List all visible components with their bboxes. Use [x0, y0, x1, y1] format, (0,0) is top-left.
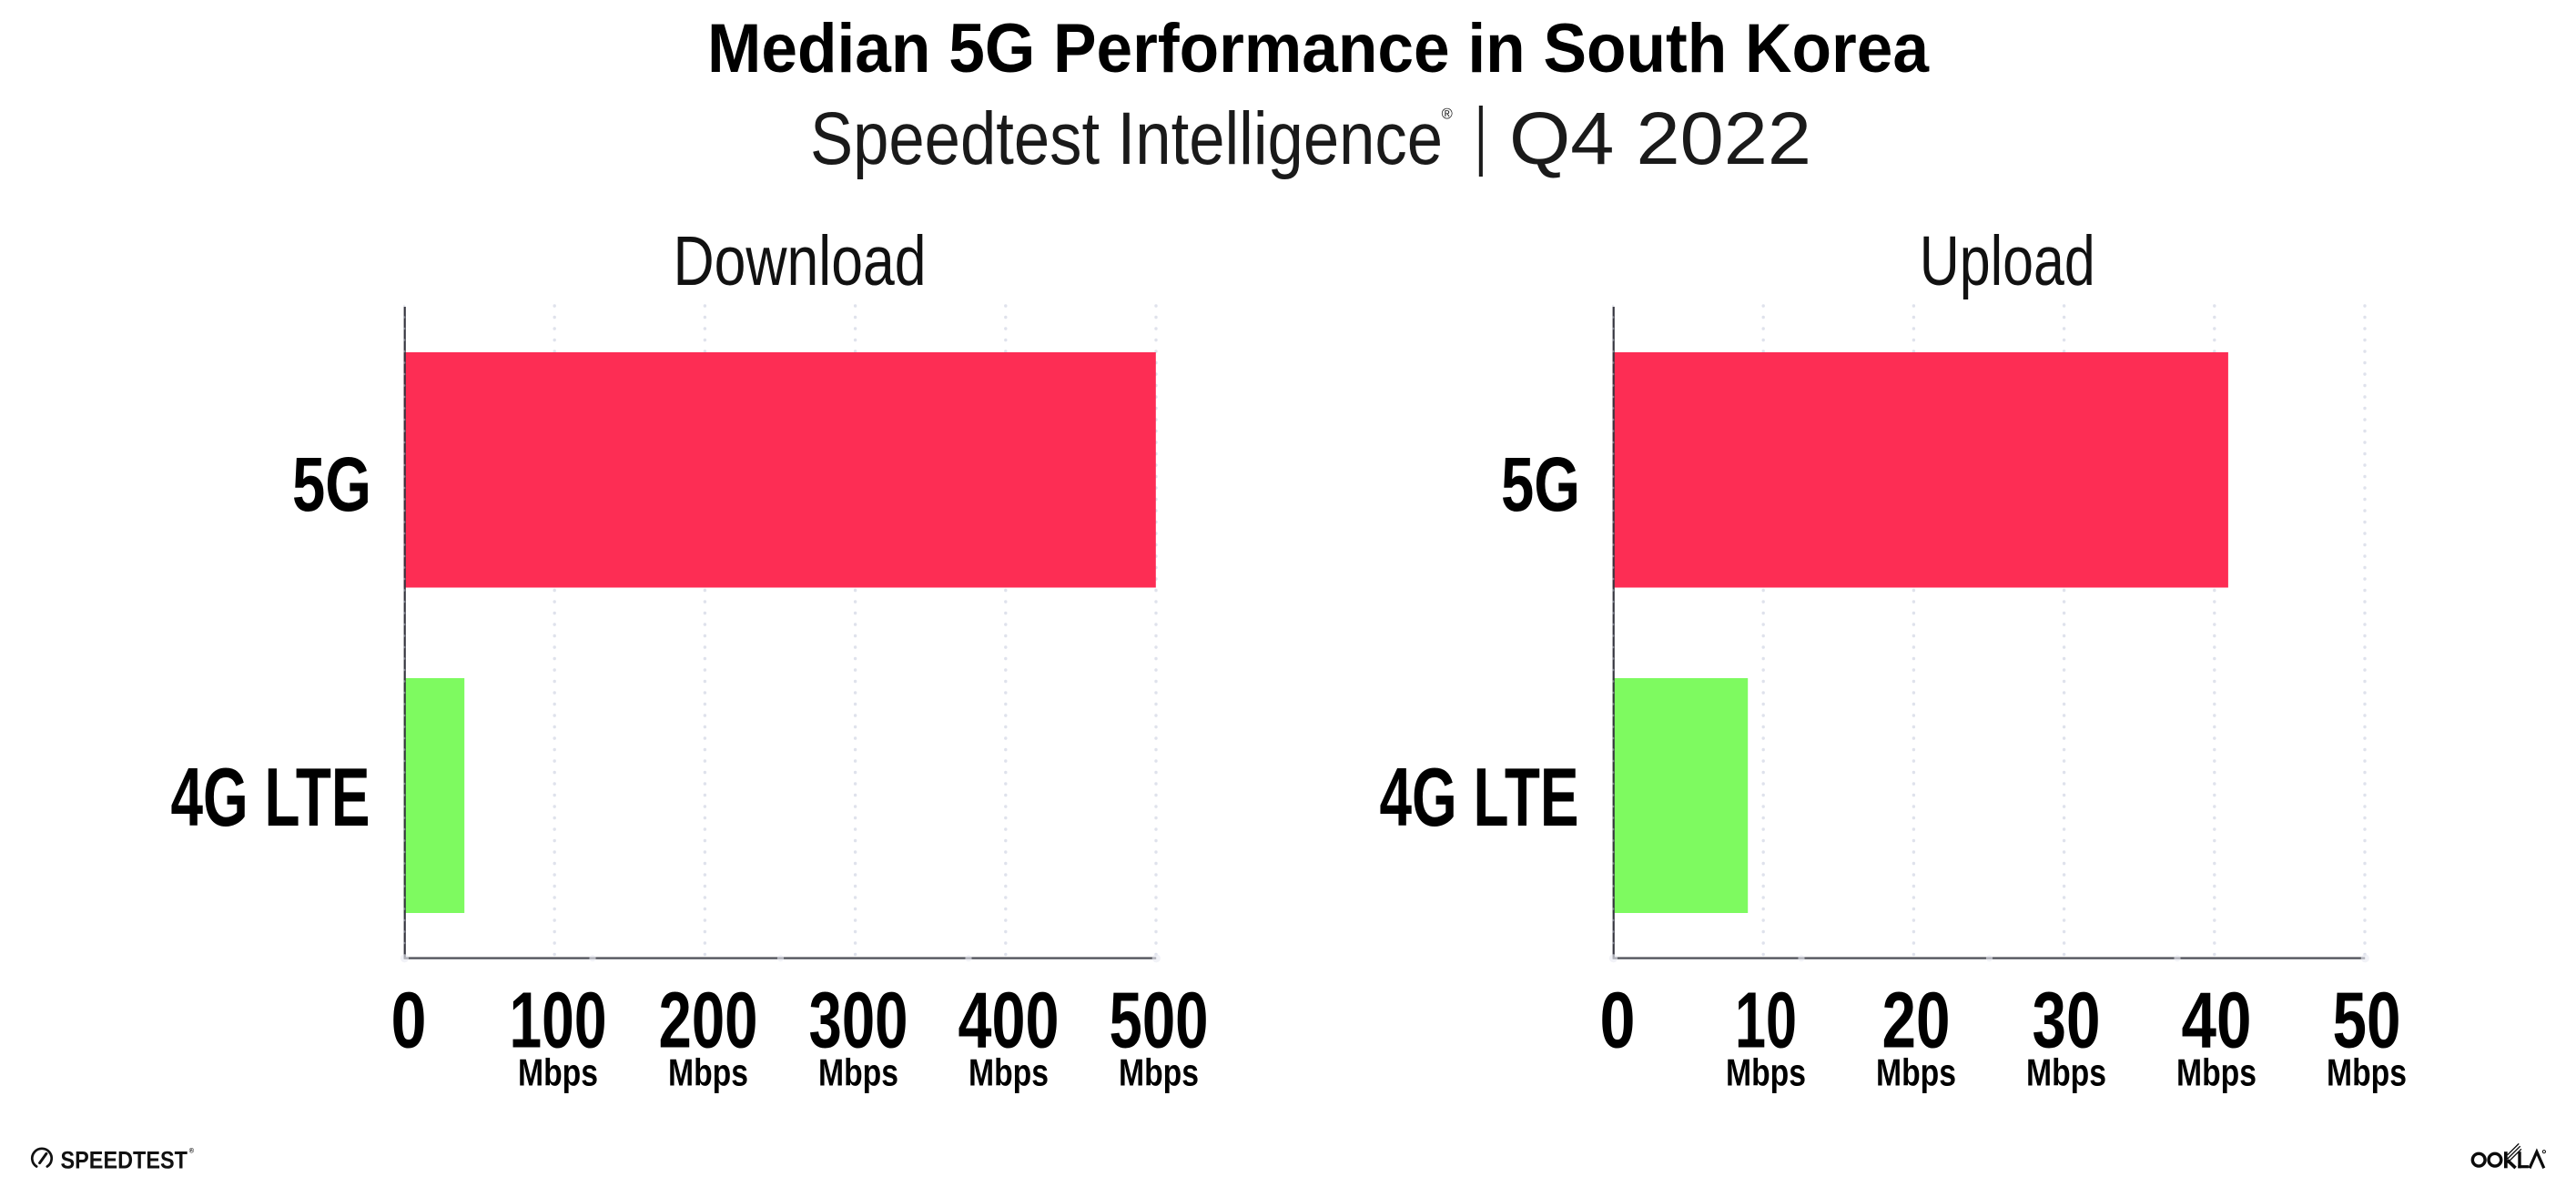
svg-text:300: 300: [809, 976, 908, 1065]
svg-text:Mbps: Mbps: [1726, 1051, 1806, 1094]
svg-text:Q4 2022: Q4 2022: [1509, 97, 1811, 180]
svg-text:40: 40: [2182, 976, 2252, 1065]
svg-text:0: 0: [391, 976, 427, 1065]
svg-text:Mbps: Mbps: [1876, 1051, 1956, 1094]
svg-text:30: 30: [2033, 976, 2101, 1065]
svg-text:20: 20: [1882, 976, 1951, 1065]
svg-text:®: ®: [1442, 106, 1453, 122]
svg-text:5G: 5G: [292, 441, 371, 527]
svg-text:Median 5G Performance in South: Median 5G Performance in South Korea: [707, 10, 1930, 87]
svg-text:Mbps: Mbps: [2327, 1051, 2407, 1094]
svg-text:400: 400: [958, 976, 1060, 1065]
svg-text:100: 100: [510, 976, 607, 1065]
svg-text:Upload: Upload: [1920, 222, 2095, 300]
svg-text:50: 50: [2333, 976, 2401, 1065]
svg-text:Mbps: Mbps: [2176, 1051, 2257, 1094]
svg-text:Mbps: Mbps: [2026, 1051, 2106, 1094]
svg-text:200: 200: [659, 976, 758, 1065]
svg-text:Mbps: Mbps: [818, 1051, 898, 1094]
svg-text:Mbps: Mbps: [518, 1051, 598, 1094]
svg-text:Mbps: Mbps: [668, 1051, 748, 1094]
svg-text:Mbps: Mbps: [1119, 1051, 1199, 1094]
svg-text:SPEEDTEST: SPEEDTEST: [61, 1147, 188, 1174]
svg-text:Speedtest Intelligence: Speedtest Intelligence: [810, 97, 1443, 180]
svg-text:10: 10: [1735, 976, 1797, 1065]
svg-text:4G LTE: 4G LTE: [1380, 752, 1579, 844]
svg-text:0: 0: [1600, 976, 1636, 1065]
svg-text:4G LTE: 4G LTE: [171, 752, 370, 844]
svg-text:Download: Download: [674, 222, 927, 300]
svg-text:®: ®: [189, 1147, 195, 1155]
svg-text:Mbps: Mbps: [969, 1051, 1049, 1094]
svg-text:500: 500: [1110, 976, 1209, 1065]
svg-text:5G: 5G: [1501, 441, 1580, 527]
